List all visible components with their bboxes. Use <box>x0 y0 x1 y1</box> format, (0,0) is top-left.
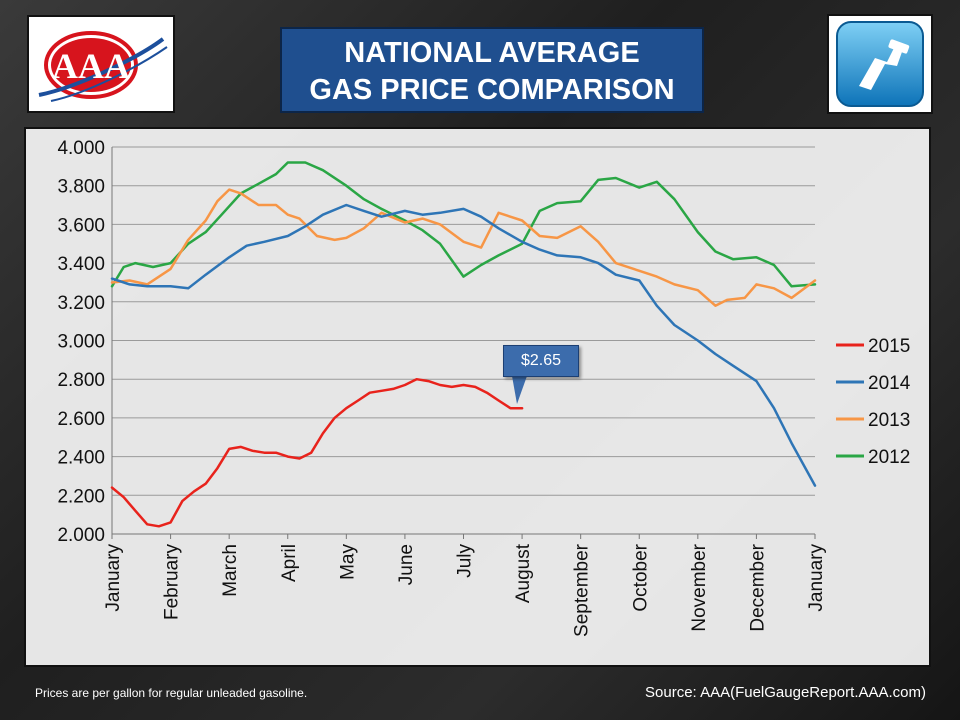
line-chart: 2.000 2.200 2.400 2.600 2.800 3.000 3.200 3.400… <box>57 138 911 637</box>
x-tick-label: September <box>572 543 593 637</box>
footnote: Prices are per gallon for regular unlead… <box>35 686 308 700</box>
y-tick-label: 2.400 <box>57 448 105 469</box>
legend-label-2012: 2012 <box>868 447 910 468</box>
series-line-2013 <box>110 188 817 307</box>
callout-tail <box>512 376 527 404</box>
legend-label-2015: 2015 <box>868 336 910 357</box>
x-tick-label: June <box>396 544 417 585</box>
series-line-2015 <box>110 377 524 528</box>
x-tick-label: March <box>220 544 241 597</box>
y-tick-label: 3.000 <box>57 332 105 353</box>
x-tick-label: February <box>162 544 183 621</box>
y-tick-label: 3.200 <box>57 293 105 314</box>
series-line-2014 <box>110 203 817 487</box>
aaa-logo-icon: AAA <box>38 31 168 102</box>
legend-label-2014: 2014 <box>868 373 911 394</box>
pump-logo <box>827 14 933 114</box>
x-tick-label: January <box>103 544 124 612</box>
aaa-logo: AAA <box>27 15 175 113</box>
y-tick-label: 3.600 <box>57 215 105 236</box>
price-callout: $2.65 <box>503 345 579 377</box>
x-tick-label: December <box>747 543 768 631</box>
x-tick-label: April <box>279 544 300 582</box>
y-tick-label: 2.600 <box>57 409 105 430</box>
x-tick-label: November <box>689 543 710 631</box>
series-line-2012 <box>110 161 817 288</box>
y-tick-label: 4.000 <box>57 138 105 159</box>
y-tick-label: 2.800 <box>57 370 105 391</box>
y-tick-label: 2.000 <box>57 525 105 546</box>
title-banner: NATIONAL AVERAGE GAS PRICE COMPARISON <box>280 27 704 113</box>
x-tick-label: August <box>513 543 534 603</box>
fuel-pump-icon <box>836 21 924 107</box>
svg-text:AAA: AAA <box>52 46 130 86</box>
x-tick-label: May <box>337 544 358 580</box>
y-tick-label: 3.800 <box>57 177 105 198</box>
x-tick-label: July <box>455 544 476 578</box>
title-line-1: NATIONAL AVERAGE <box>344 37 640 69</box>
x-tick-label: January <box>806 544 827 612</box>
legend-label-2013: 2013 <box>868 410 910 431</box>
title-line-2: GAS PRICE COMPARISON <box>309 74 675 106</box>
y-tick-label: 2.200 <box>57 486 105 507</box>
y-tick-label: 3.400 <box>57 254 105 275</box>
chart-panel: 2.000 2.200 2.400 2.600 2.800 3.000 3.200 3.400… <box>24 127 931 667</box>
source-note: Source: AAA(FuelGaugeReport.AAA.com) <box>645 684 926 701</box>
x-tick-label: October <box>630 543 651 611</box>
